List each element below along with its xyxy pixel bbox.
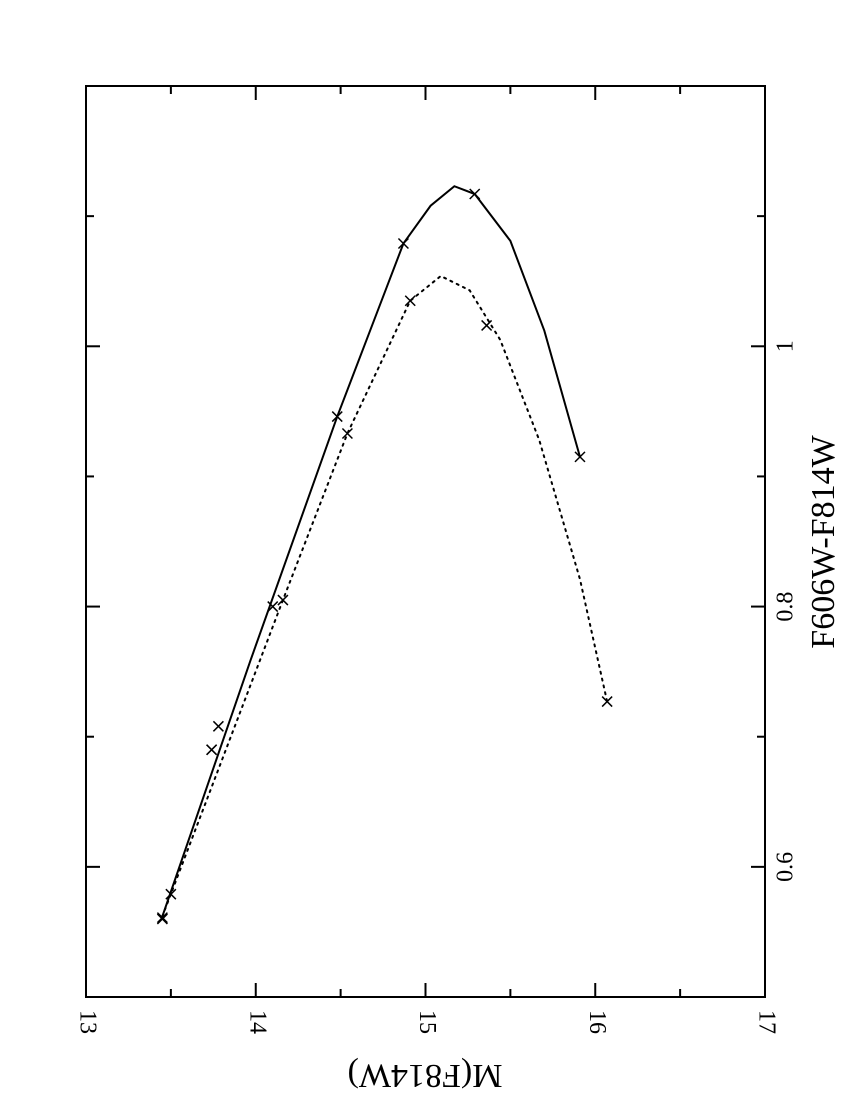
x-tick-label: 13 [74,1010,100,1034]
x-marker [206,744,218,756]
x-marker [574,451,586,463]
x-marker [481,319,493,331]
curve [161,185,581,918]
x-tick-label: 14 [244,1010,270,1034]
x-marker [397,237,409,250]
y-axis-label: F606W-F814W [805,434,842,648]
plot-frame [85,85,766,998]
x-tick-label: 15 [414,1010,440,1034]
x-marker [404,295,416,307]
y-tick-label: 1 [773,340,799,352]
x-marker [156,913,168,925]
x-marker [212,720,224,732]
x-marker [165,888,177,900]
x-axis-label: M(F814W) [348,1057,503,1094]
curve [161,274,609,918]
x-marker [331,411,343,423]
x-marker [341,427,353,440]
x-marker [156,912,168,924]
x-marker [267,601,279,613]
y-tick-label: 0.6 [773,852,799,882]
x-marker [601,696,613,708]
y-tick-label: 0.8 [773,592,799,622]
x-tick-label: 17 [753,1010,779,1034]
x-tick-label: 16 [584,1010,610,1034]
x-marker [469,188,481,200]
x-marker [277,594,289,606]
